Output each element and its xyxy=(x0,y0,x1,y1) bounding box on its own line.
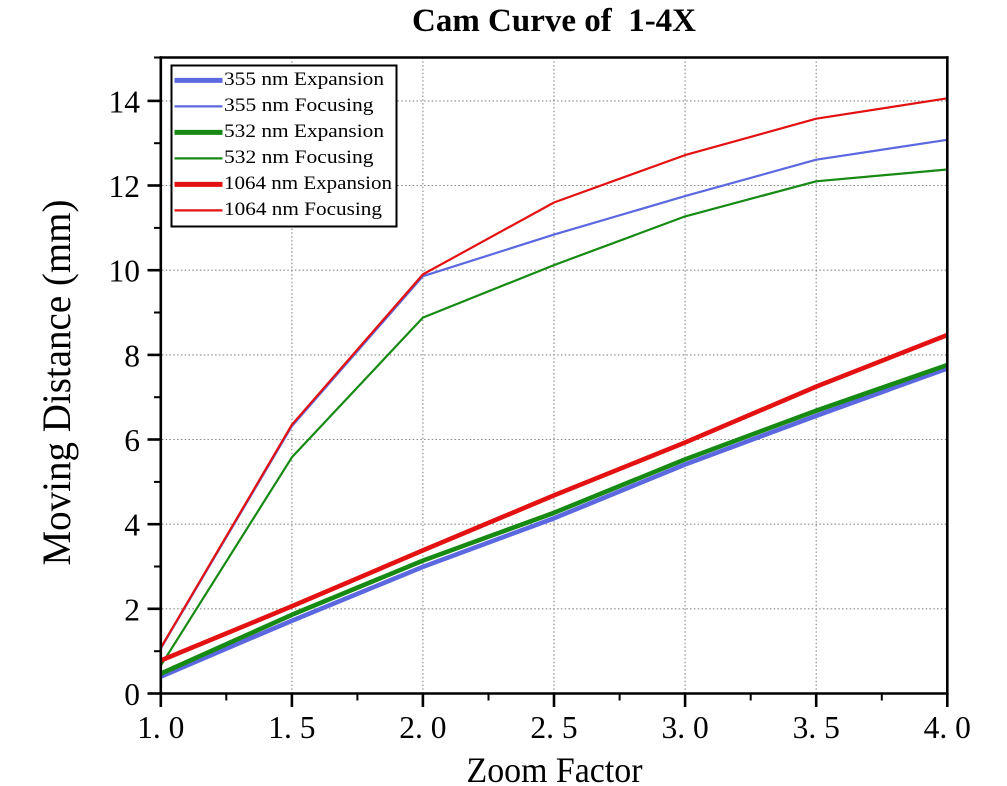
svg-text:Moving Distance (mm): Moving Distance (mm) xyxy=(34,200,79,566)
svg-text:4: 4 xyxy=(124,508,140,543)
svg-text:3. 0: 3. 0 xyxy=(661,710,708,745)
svg-text:355 nm Expansion: 355 nm Expansion xyxy=(224,69,385,90)
svg-text:Zoom Factor: Zoom Factor xyxy=(467,750,643,786)
svg-text:0: 0 xyxy=(124,677,140,712)
svg-text:355 nm Focusing: 355 nm Focusing xyxy=(224,95,374,116)
svg-text:1. 5: 1. 5 xyxy=(268,710,315,745)
svg-text:1064 nm Expansion: 1064 nm Expansion xyxy=(224,173,393,194)
svg-text:2. 5: 2. 5 xyxy=(530,710,577,745)
svg-text:532 nm Expansion: 532 nm Expansion xyxy=(224,121,385,142)
svg-text:3. 5: 3. 5 xyxy=(793,710,840,745)
svg-text:12: 12 xyxy=(109,169,141,204)
svg-text:4. 0: 4. 0 xyxy=(924,710,971,745)
svg-text:2: 2 xyxy=(124,592,140,627)
svg-text:2. 0: 2. 0 xyxy=(399,710,446,745)
svg-text:532 nm Focusing: 532 nm Focusing xyxy=(224,147,374,168)
svg-text:14: 14 xyxy=(109,84,141,119)
svg-text:Cam Curve of 1-4X: Cam Curve of 1-4X xyxy=(412,3,696,39)
svg-text:6: 6 xyxy=(124,423,140,458)
svg-text:1. 0: 1. 0 xyxy=(137,710,184,745)
svg-text:8: 8 xyxy=(124,338,140,373)
svg-text:1064 nm Focusing: 1064 nm Focusing xyxy=(224,199,383,220)
svg-text:10: 10 xyxy=(109,254,141,289)
